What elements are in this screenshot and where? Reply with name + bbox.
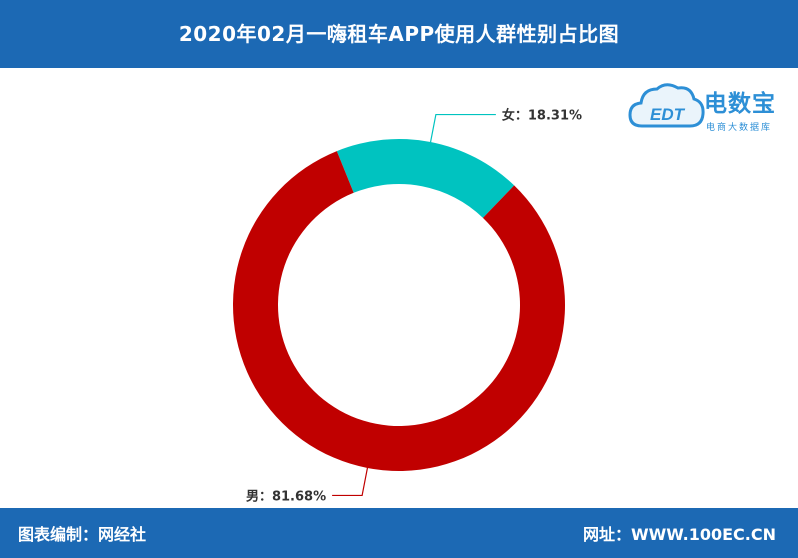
donut-chart: 女：18.31% 男：81.68% [233, 108, 582, 504]
logo-subtitle: 电商大数据库 [706, 123, 773, 133]
brand-logo: EDT 电数宝 电商大数据库 [628, 76, 792, 136]
footer-credit: 图表编制：网经社 [18, 525, 147, 544]
header-bar [0, 0, 798, 68]
data-label: 女：18.31% [502, 108, 582, 124]
chart-title: 2020年02月一嗨租车APP使用人群性别占比图 [178, 22, 620, 46]
donut-slice-male [233, 151, 566, 472]
donut-slice-female [336, 139, 515, 218]
logo-brand-text: 电数宝 [704, 91, 776, 117]
cloud-icon: EDT [628, 83, 705, 128]
leader-line [332, 463, 369, 497]
data-label: 男：81.68% [246, 489, 326, 504]
leader-line [429, 113, 496, 147]
footer-website: 网址：WWW.100EC.CN [582, 525, 776, 544]
footer-bar: 图表编制：网经社 网址：WWW.100EC.CN [0, 508, 798, 558]
logo-mark: EDT [650, 105, 686, 124]
